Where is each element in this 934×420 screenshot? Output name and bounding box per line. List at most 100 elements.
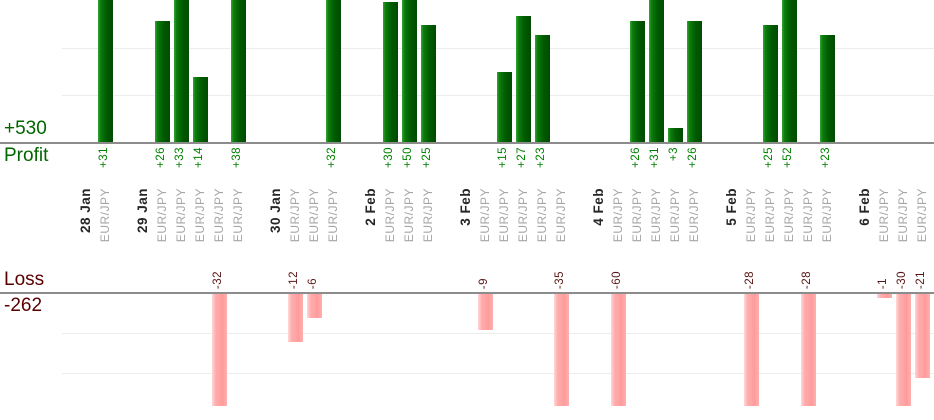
symbol-label: EUR/JPY <box>383 188 397 243</box>
symbol-label: EUR/JPY <box>402 188 416 243</box>
profit-value-label: +15 <box>497 147 509 169</box>
symbol-label: EUR/JPY <box>877 188 891 243</box>
symbol-label: EUR/JPY <box>288 188 302 243</box>
profit-value-label: +31 <box>98 147 110 169</box>
symbol-label: EUR/JPY <box>326 188 340 243</box>
profit-value-label: +26 <box>155 147 167 169</box>
gridline <box>62 333 934 334</box>
profit-bar <box>192 77 208 142</box>
date-label: 29 Jan <box>135 188 150 234</box>
symbol-label: EUR/JPY <box>915 188 929 243</box>
profit-bar <box>534 35 550 142</box>
symbol-label: EUR/JPY <box>782 188 796 243</box>
profit-value-label: +52 <box>782 147 794 169</box>
profit-bar <box>325 0 341 142</box>
symbol-label: EUR/JPY <box>801 188 815 243</box>
symbol-label: EUR/JPY <box>212 188 226 243</box>
symbol-label: EUR/JPY <box>554 188 568 243</box>
profit-value-label: +23 <box>820 147 832 169</box>
loss-axis-line <box>0 292 934 294</box>
symbol-label: EUR/JPY <box>155 188 169 243</box>
profit-value-label: +50 <box>402 147 414 169</box>
loss-bar <box>211 294 227 406</box>
profit-value-label: +32 <box>326 147 338 169</box>
symbol-label: EUR/JPY <box>744 188 758 243</box>
profit-bar <box>154 21 170 142</box>
loss-value-label: -28 <box>744 270 756 289</box>
symbol-label: EUR/JPY <box>535 188 549 243</box>
profit-value-label: +14 <box>193 147 205 169</box>
profit-bar <box>496 72 512 142</box>
profit-bar <box>515 16 531 142</box>
profit-bar <box>401 0 417 142</box>
loss-bar <box>876 294 892 298</box>
loss-bar <box>610 294 626 406</box>
symbol-label: EUR/JPY <box>421 188 435 243</box>
date-label: 28 Jan <box>78 188 93 234</box>
loss-value-label: -6 <box>307 277 319 289</box>
loss-bar <box>477 294 493 330</box>
loss-value-label: -35 <box>554 270 566 289</box>
loss-bar <box>306 294 322 318</box>
symbol-label: EUR/JPY <box>193 188 207 243</box>
loss-value-label: -60 <box>611 270 623 289</box>
profit-value-label: +27 <box>516 147 528 169</box>
symbol-label: EUR/JPY <box>763 188 777 243</box>
loss-value-label: -12 <box>288 270 300 289</box>
profit-bar <box>420 25 436 142</box>
loss-value-label: -9 <box>478 277 490 289</box>
profit-bar <box>781 0 797 142</box>
date-label: 4 Feb <box>591 188 606 226</box>
symbol-label: EUR/JPY <box>98 188 112 243</box>
profit-value-label: +3 <box>668 147 680 162</box>
profit-bar <box>686 21 702 142</box>
symbol-label: EUR/JPY <box>896 188 910 243</box>
loss-bar <box>914 294 930 378</box>
loss-bar <box>553 294 569 406</box>
loss-bar <box>743 294 759 406</box>
profit-axis-line <box>0 142 934 144</box>
symbol-label: EUR/JPY <box>231 188 245 243</box>
profit-bar <box>382 2 398 142</box>
symbol-label: EUR/JPY <box>668 188 682 243</box>
date-label: 2 Feb <box>363 188 378 226</box>
symbol-label: EUR/JPY <box>687 188 701 243</box>
symbol-label: EUR/JPY <box>649 188 663 243</box>
profit-bar <box>648 0 664 142</box>
profit-total-label: +530 <box>4 118 47 139</box>
loss-bar <box>895 294 911 406</box>
symbol-label: EUR/JPY <box>516 188 530 243</box>
symbol-label: EUR/JPY <box>611 188 625 243</box>
profit-value-label: +26 <box>630 147 642 169</box>
symbol-label: EUR/JPY <box>478 188 492 243</box>
symbol-label: EUR/JPY <box>174 188 188 243</box>
date-label: 6 Feb <box>857 188 872 226</box>
profit-bar <box>97 0 113 142</box>
profit-bar <box>762 25 778 142</box>
loss-value-label: -30 <box>896 270 908 289</box>
date-label: 3 Feb <box>458 188 473 226</box>
loss-value-label: -28 <box>801 270 813 289</box>
loss-value-label: -21 <box>915 270 927 289</box>
profit-bar <box>819 35 835 142</box>
gridline <box>62 48 934 49</box>
profit-bar <box>629 21 645 142</box>
profit-value-label: +33 <box>174 147 186 169</box>
loss-value-label: -1 <box>877 277 889 289</box>
symbol-label: EUR/JPY <box>820 188 834 243</box>
profit-value-label: +25 <box>763 147 775 169</box>
profit-bar <box>667 128 683 142</box>
loss-total-label: -262 <box>4 295 43 316</box>
symbol-label: EUR/JPY <box>497 188 511 243</box>
profit-value-label: +25 <box>421 147 433 169</box>
symbol-label: EUR/JPY <box>307 188 321 243</box>
date-label: 5 Feb <box>724 188 739 226</box>
loss-axis-title: Loss <box>4 269 45 290</box>
gridline <box>62 373 934 374</box>
profit-value-label: +30 <box>383 147 395 169</box>
profit-bar <box>230 0 246 142</box>
loss-value-label: -32 <box>212 270 224 289</box>
loss-bar <box>287 294 303 342</box>
profit-axis-title: Profit <box>4 145 49 166</box>
